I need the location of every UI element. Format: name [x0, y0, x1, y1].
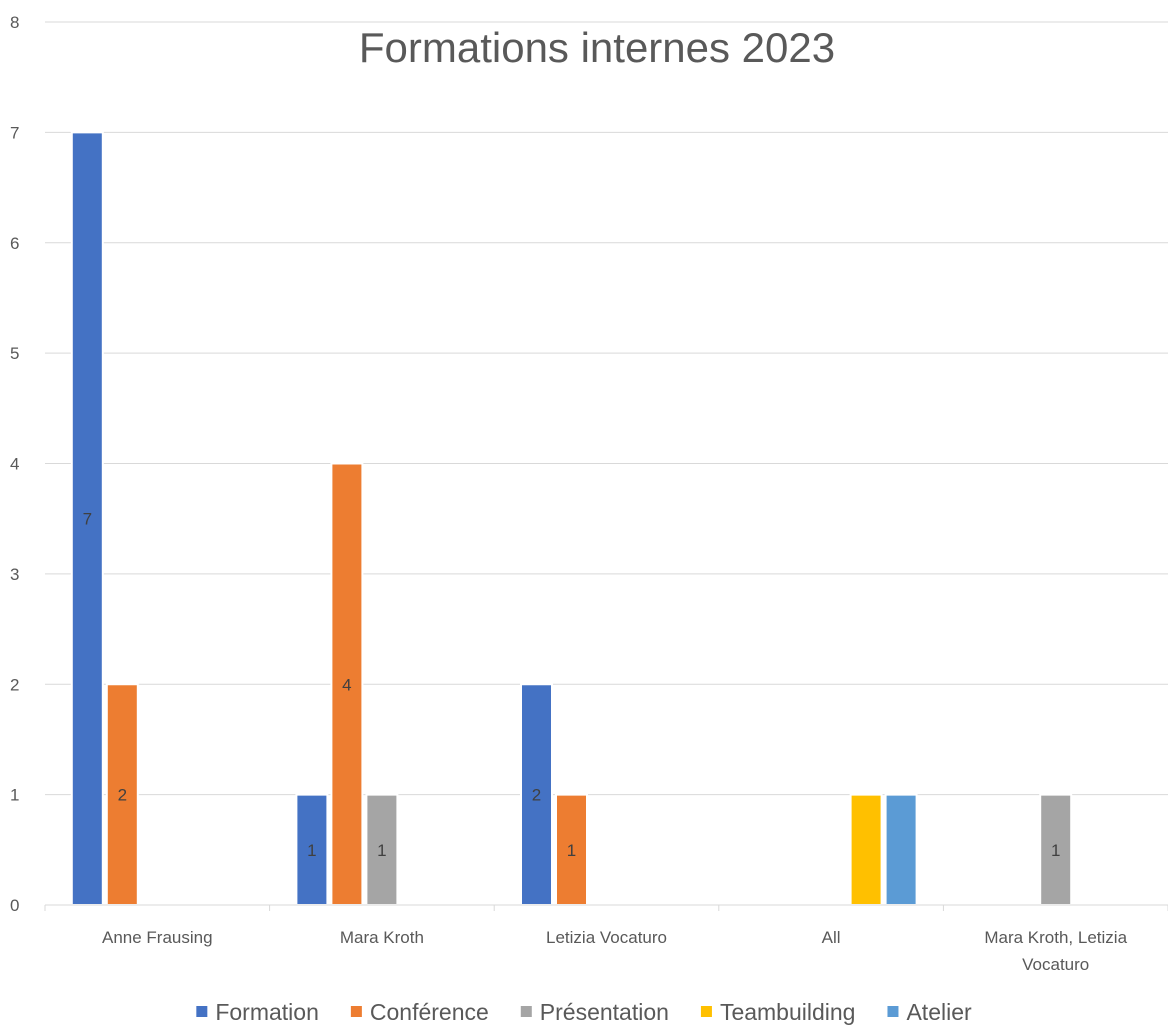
data-label: 1: [377, 841, 386, 860]
legend-swatch: [520, 1006, 532, 1017]
bar-atelier: [884, 793, 918, 906]
x-tick-label: Mara Kroth, Letizia Vocaturo: [984, 928, 1127, 974]
x-tick-label: All: [822, 928, 841, 947]
legend-swatch: [350, 1006, 362, 1017]
bars: [70, 131, 1073, 906]
bar-confrence: [105, 683, 139, 906]
data-label: 1: [1051, 841, 1060, 860]
y-tick-label: 0: [10, 896, 19, 915]
data-labels: 7 2 1 4 1 2 1 1: [83, 510, 1061, 860]
bar-prsentation: [1039, 793, 1073, 906]
legend-label: Conférence: [370, 999, 489, 1025]
y-tick-label: 3: [10, 565, 19, 584]
data-label: 2: [532, 786, 541, 805]
x-tick-label: Mara Kroth: [340, 928, 424, 947]
gridlines: [45, 21, 1168, 796]
bar-prsentation: [365, 793, 399, 906]
legend-swatch: [700, 1006, 712, 1017]
legend-item: Formation: [196, 999, 319, 1025]
legend-label: Formation: [215, 999, 319, 1025]
legend: Formation Conférence Présentation Teambuild…: [196, 999, 972, 1025]
legend-label: Présentation: [540, 999, 669, 1025]
data-label: 1: [567, 841, 576, 860]
bar-formation: [70, 131, 104, 906]
y-axis: 0 1 2 3 4 5 6 7 8: [10, 13, 19, 915]
y-tick-label: 1: [10, 786, 19, 805]
legend-item: Atelier: [887, 999, 972, 1025]
legend-item: Teambuilding: [700, 999, 856, 1025]
data-label: 4: [342, 675, 351, 694]
legend-label: Atelier: [906, 999, 972, 1025]
x-tick-label: Anne Frausing: [102, 928, 213, 947]
bar-teambuilding: [849, 793, 883, 906]
y-tick-label: 5: [10, 344, 19, 363]
y-tick-label: 2: [10, 675, 19, 694]
chart-title: Formations internes 2023: [359, 24, 835, 71]
y-tick-label: 8: [10, 13, 19, 32]
bar-confrence: [555, 793, 588, 906]
data-label: 7: [83, 510, 92, 529]
legend-label: Teambuilding: [720, 999, 856, 1025]
legend-swatch: [196, 1006, 208, 1017]
y-tick-label: 7: [10, 123, 19, 142]
data-label: 2: [118, 786, 127, 805]
x-tick-label: Letizia Vocaturo: [546, 928, 667, 947]
bar-formation: [520, 683, 553, 906]
legend-item: Conférence: [350, 999, 489, 1025]
x-axis: Anne Frausing Mara Kroth Letizia Vocaturo A…: [44, 904, 1168, 974]
data-label: 1: [307, 841, 316, 860]
y-tick-label: 4: [10, 455, 19, 474]
legend-swatch: [887, 1006, 899, 1017]
legend-item: Présentation: [520, 999, 669, 1025]
y-tick-label: 6: [10, 234, 19, 253]
